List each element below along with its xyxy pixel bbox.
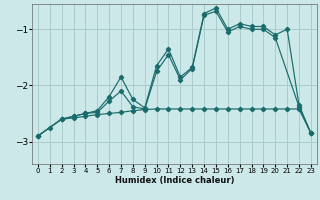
X-axis label: Humidex (Indice chaleur): Humidex (Indice chaleur) — [115, 176, 234, 185]
